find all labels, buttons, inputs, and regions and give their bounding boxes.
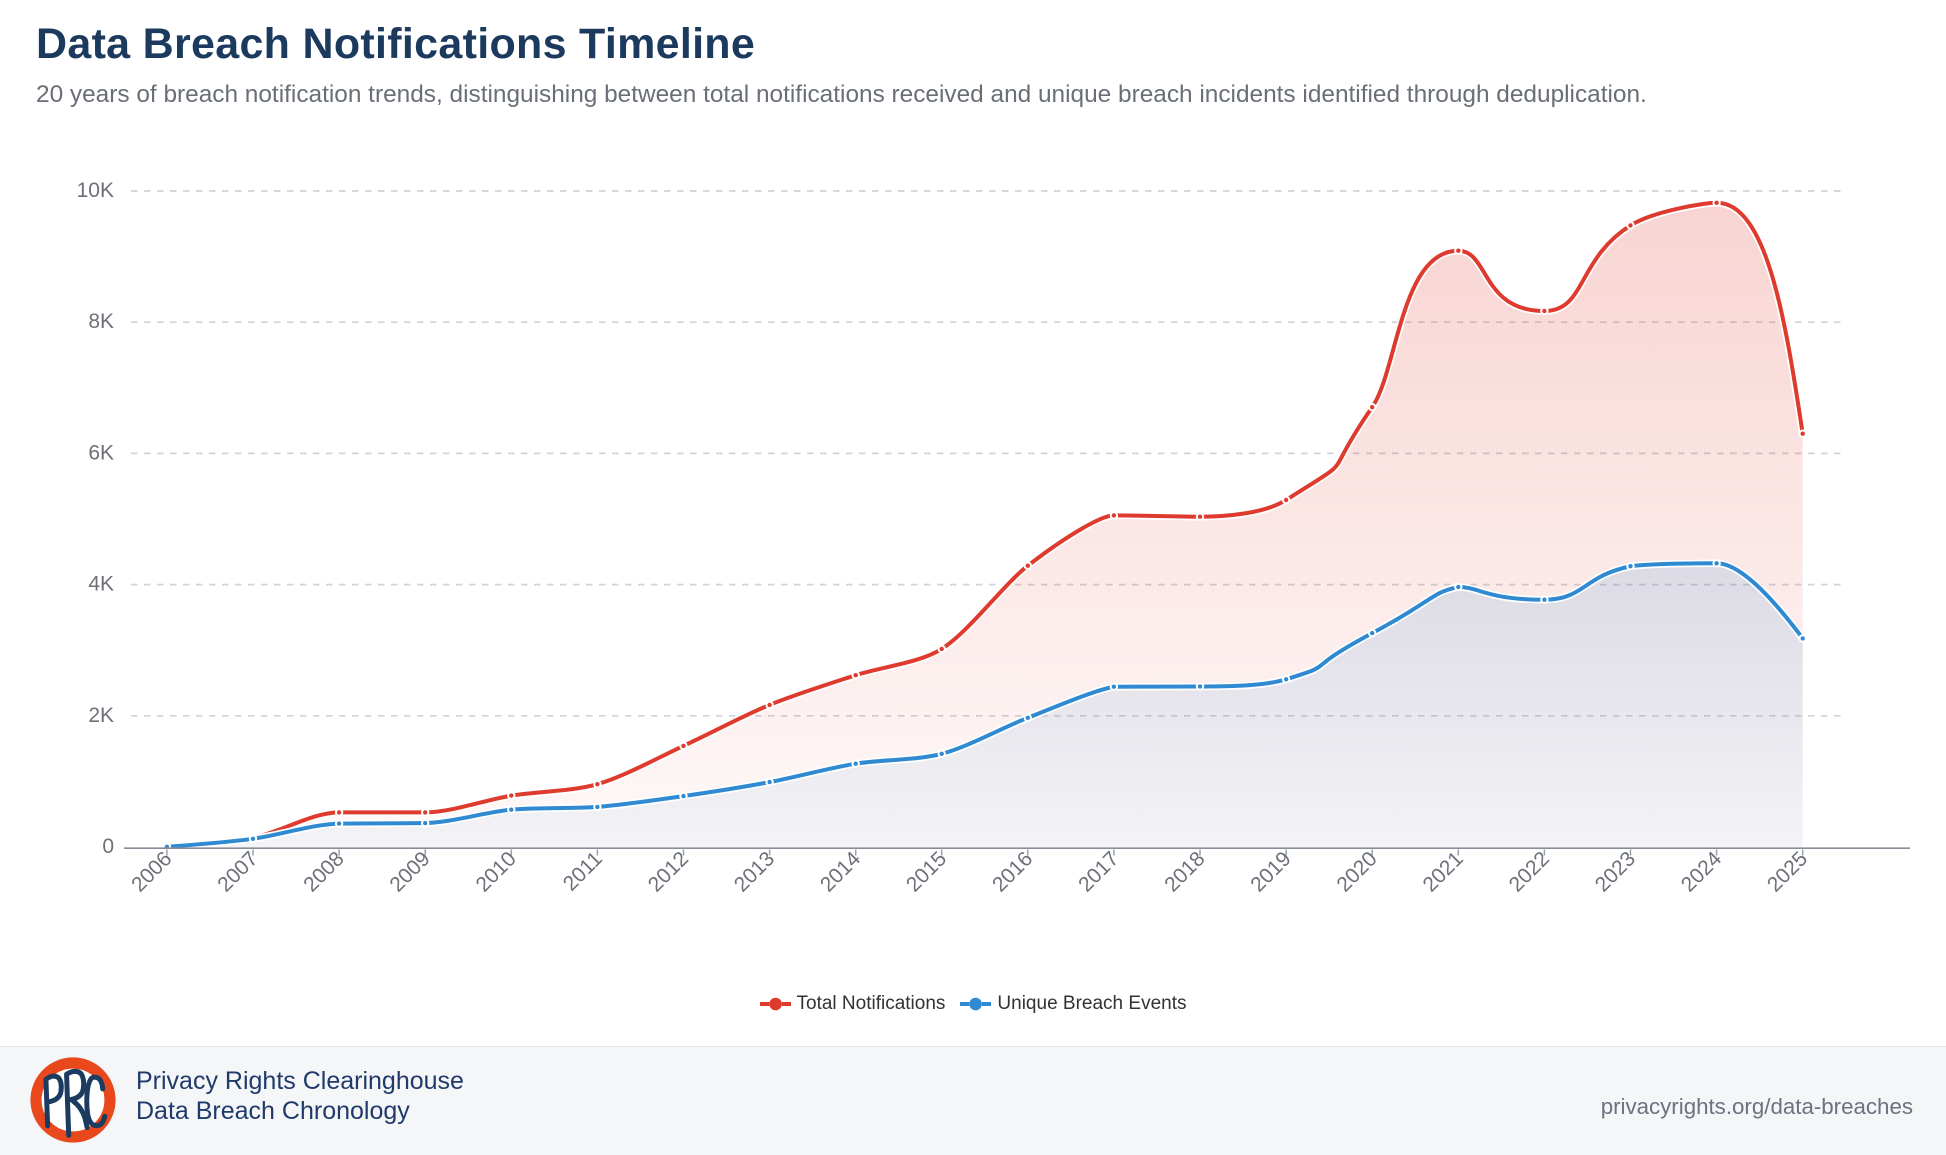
svg-text:2018: 2018 <box>1160 847 1209 896</box>
svg-text:2020: 2020 <box>1332 847 1381 896</box>
svg-text:4K: 4K <box>88 573 114 596</box>
svg-text:0: 0 <box>102 835 114 858</box>
svg-text:2024: 2024 <box>1677 847 1727 897</box>
svg-text:8K: 8K <box>88 310 114 333</box>
svg-text:6K: 6K <box>88 441 114 464</box>
svg-text:2015: 2015 <box>902 847 951 896</box>
svg-text:2012: 2012 <box>644 847 693 896</box>
svg-text:2006: 2006 <box>127 847 176 896</box>
svg-text:10K: 10K <box>77 179 114 202</box>
svg-text:2017: 2017 <box>1074 847 1123 896</box>
svg-text:2008: 2008 <box>299 847 348 896</box>
svg-text:2K: 2K <box>88 704 114 727</box>
svg-text:2023: 2023 <box>1591 847 1640 896</box>
svg-text:2007: 2007 <box>213 847 262 896</box>
svg-text:2019: 2019 <box>1246 847 1295 896</box>
svg-text:2011: 2011 <box>559 847 607 895</box>
svg-text:2021: 2021 <box>1419 847 1468 896</box>
svg-text:2022: 2022 <box>1505 847 1554 896</box>
svg-text:2014: 2014 <box>816 847 866 897</box>
svg-text:2016: 2016 <box>988 847 1037 896</box>
svg-text:2025: 2025 <box>1763 847 1812 896</box>
svg-text:2009: 2009 <box>385 847 434 896</box>
svg-text:2010: 2010 <box>472 847 521 896</box>
svg-text:2013: 2013 <box>730 847 779 896</box>
